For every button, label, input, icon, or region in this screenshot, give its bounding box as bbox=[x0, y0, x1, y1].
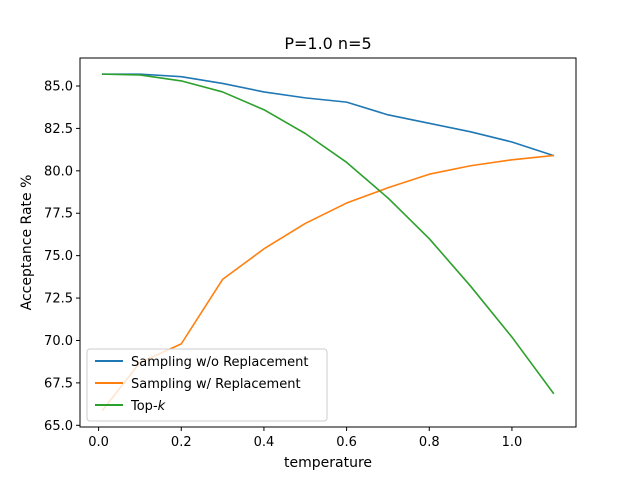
plot-lines bbox=[101, 73, 555, 412]
series-line-without-replacement bbox=[101, 73, 555, 157]
legend-label-with-replacement: Sampling w/ Replacement bbox=[131, 377, 301, 392]
y-tick-label: 82.5 bbox=[44, 122, 73, 137]
y-tick-label: 75.0 bbox=[44, 249, 73, 264]
legend-box bbox=[86, 348, 328, 422]
y-axis-label: Acceptance Rate % bbox=[19, 175, 35, 311]
legend-label-top-k: Top-k bbox=[130, 399, 166, 414]
x-tick-label: 0.2 bbox=[171, 435, 192, 450]
x-tick-label: 1.0 bbox=[502, 435, 523, 450]
x-tick-label: 0.4 bbox=[254, 435, 275, 450]
y-tick-label: 77.5 bbox=[44, 207, 73, 222]
y-tick-label: 67.5 bbox=[44, 376, 73, 391]
y-tick-label: 65.0 bbox=[44, 419, 73, 434]
y-tick-label: 80.0 bbox=[44, 164, 73, 179]
legend-label-without-replacement: Sampling w/o Replacement bbox=[131, 355, 309, 370]
y-axis: 65.0 67.5 70.0 72.5 75.0 77.5 80.0 82.5 85.0 bbox=[44, 79, 80, 434]
chart-title: P=1.0 n=5 bbox=[284, 34, 371, 53]
x-tick-label: 0.6 bbox=[336, 435, 357, 450]
legend-label-top-k-italic: k bbox=[158, 399, 166, 414]
series-line-with-replacement bbox=[101, 154, 555, 412]
x-axis: 0.0 0.2 0.4 0.6 0.8 1.0 bbox=[88, 427, 522, 450]
x-axis-label: temperature bbox=[284, 455, 372, 471]
y-tick-label: 85.0 bbox=[44, 79, 73, 94]
x-tick-label: 0.8 bbox=[419, 435, 440, 450]
legend: Sampling w/o Replacement Sampling w/ Rep… bbox=[86, 348, 328, 422]
y-tick-label: 72.5 bbox=[44, 292, 73, 307]
x-tick-label: 0.0 bbox=[88, 435, 109, 450]
legend-label-top-k-prefix: Top- bbox=[130, 399, 158, 414]
plot-frame bbox=[79, 57, 577, 428]
y-tick-label: 70.0 bbox=[44, 334, 73, 349]
series-line-top-k bbox=[101, 73, 555, 395]
